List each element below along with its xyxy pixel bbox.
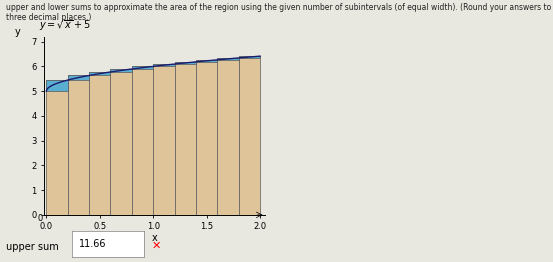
Bar	[111, 69, 132, 72]
Bar	[217, 58, 239, 215]
Bar	[132, 66, 153, 69]
Bar	[239, 56, 260, 215]
Bar	[89, 72, 111, 215]
Bar	[217, 58, 239, 60]
Bar	[68, 75, 89, 80]
Bar	[111, 69, 132, 215]
Text: 0: 0	[38, 214, 43, 223]
Y-axis label: y: y	[15, 27, 20, 37]
Text: 11.66: 11.66	[79, 239, 107, 249]
Bar	[196, 60, 217, 62]
Bar	[89, 72, 111, 75]
Bar	[175, 62, 196, 64]
Bar	[132, 66, 153, 215]
Bar	[153, 64, 175, 215]
Bar	[68, 75, 89, 215]
Text: ✕: ✕	[152, 241, 161, 251]
Bar	[46, 80, 68, 215]
Bar	[46, 80, 68, 91]
Bar	[239, 56, 260, 58]
Bar	[196, 60, 217, 215]
Text: $y = \sqrt{x} + 5$: $y = \sqrt{x} + 5$	[39, 18, 91, 33]
Text: upper sum: upper sum	[6, 242, 58, 252]
X-axis label: x: x	[152, 233, 158, 243]
Bar	[175, 62, 196, 215]
Bar	[153, 64, 175, 66]
Text: upper and lower sums to approximate the area of the region using the given numbe: upper and lower sums to approximate the …	[6, 3, 551, 22]
